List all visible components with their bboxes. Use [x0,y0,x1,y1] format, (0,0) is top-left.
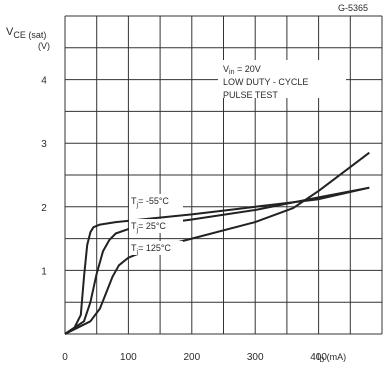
series-label: Tj= -55°C [131,196,169,209]
x-tick-label: 400 [310,352,327,363]
y-axis-unit: (V) [38,41,50,51]
x-axis-label: ID (mA) [317,352,346,364]
series-line [64,151,370,335]
figure-code: G-5365 [338,3,368,13]
series-label-bg [129,219,183,233]
y-tick-label: 1 [41,266,47,277]
series-label: Tj= 25°C [131,221,166,234]
y-tick-label: 3 [41,139,47,150]
x-tick-label: 200 [183,352,200,363]
y-axis-label: VCE (sat) [6,26,46,40]
series-label-bg [129,194,183,208]
ticks: 0 100 200 300 400 1 2 3 4 [41,76,327,363]
series-line [64,186,370,335]
conditions-box-bg [218,60,346,98]
condition-line: PULSE TEST [223,90,278,100]
condition-line: LOW DUTY - CYCLE [223,77,308,87]
series-label: Tj= 125°C [131,243,171,256]
series-label-bg [129,241,183,255]
condition-line: Vin = 20V [223,64,261,76]
y-tick-label: 2 [41,203,47,214]
series-group: Tj= -55°C Tj= 25°C Tj= 125°C [64,151,370,335]
y-tick-label: 4 [41,76,47,87]
x-tick-label: 0 [62,352,68,363]
x-tick-label: 300 [247,352,264,363]
series-line [64,186,370,335]
x-tick-label: 100 [120,352,137,363]
